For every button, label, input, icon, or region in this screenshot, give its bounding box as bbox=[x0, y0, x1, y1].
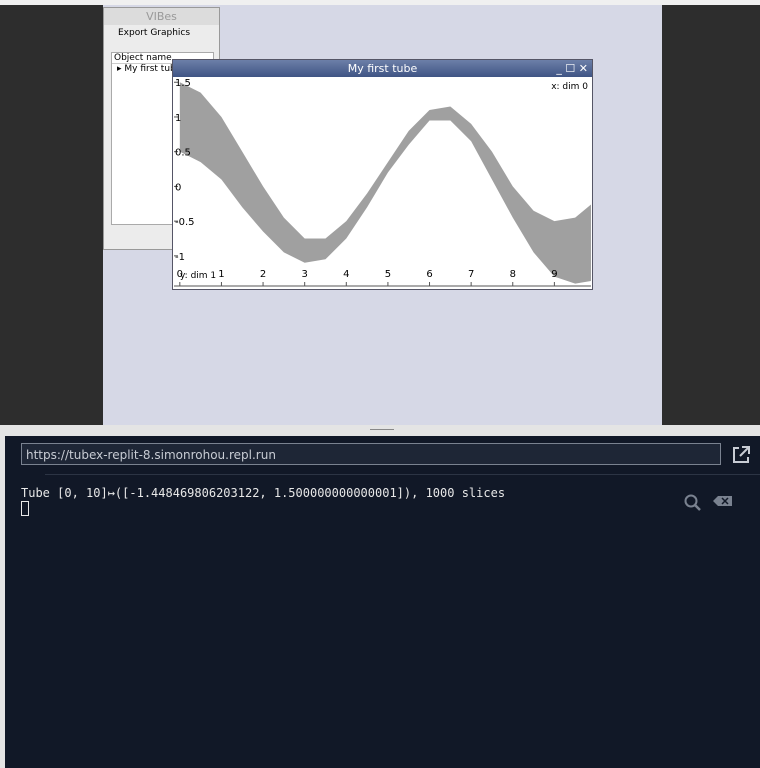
tube bbox=[179, 82, 591, 284]
x-tick-label: 2 bbox=[260, 269, 266, 280]
vibes-title: VIBes bbox=[146, 10, 177, 23]
x-tick-label: 8 bbox=[510, 269, 516, 280]
y-tick-label: -1 bbox=[175, 252, 185, 263]
x-tick-label: 7 bbox=[468, 269, 474, 280]
cursor bbox=[21, 501, 29, 516]
open-external-icon[interactable] bbox=[731, 445, 751, 465]
x-tick-label: 3 bbox=[301, 269, 307, 280]
search-icon[interactable] bbox=[683, 493, 703, 513]
y-label: y: dim 1 bbox=[180, 271, 216, 281]
x-tick-label: 1 bbox=[218, 269, 224, 280]
x-tick-label: 0 bbox=[177, 269, 183, 280]
url-bar[interactable]: https://tubex-replit-8.simonrohou.repl.r… bbox=[21, 443, 721, 465]
list-item[interactable]: ▸ My first tube bbox=[117, 64, 182, 74]
y-tick-label: 1.5 bbox=[175, 78, 191, 89]
x-label: x: dim 0 bbox=[551, 82, 588, 92]
top-strip bbox=[0, 0, 760, 5]
plot-window: My first tube _ ☐ ✕ x: dim 0 y: dim 1 0 1 2… bbox=[172, 59, 593, 290]
x-tick-label: 4 bbox=[343, 269, 349, 280]
x-tick-label: 6 bbox=[426, 269, 432, 280]
clear-icon[interactable] bbox=[712, 494, 734, 510]
vibes-titlebar: VIBes bbox=[104, 8, 219, 25]
y-tick-label: 0 bbox=[175, 182, 181, 193]
x-tick-label: 5 bbox=[385, 269, 391, 280]
y-tick-label: -0.5 bbox=[175, 217, 195, 228]
plot-titlebar: My first tube _ ☐ ✕ bbox=[173, 60, 592, 77]
plot-title: My first tube bbox=[347, 62, 418, 75]
plot-area: x: dim 0 y: dim 1 0 1 2 3 4 5 6 7 8 9 1.5 1 0.5 0 -0.5… bbox=[174, 78, 591, 287]
left-strip bbox=[0, 436, 5, 768]
divider[interactable] bbox=[0, 425, 760, 436]
x-tick-label: 9 bbox=[551, 269, 557, 280]
y-tick-label: 0.5 bbox=[175, 148, 191, 159]
list-header: Object name bbox=[112, 53, 213, 64]
item-label: My first tube bbox=[124, 64, 182, 74]
y-tick-label: 1 bbox=[175, 113, 181, 124]
window-buttons[interactable]: _ ☐ ✕ bbox=[556, 62, 588, 75]
separator bbox=[45, 474, 760, 475]
menu-export[interactable]: Export Graphics bbox=[118, 28, 191, 38]
console: https://tubex-replit-8.simonrohou.repl.r… bbox=[5, 436, 760, 768]
console-output: Tube [0, 10]↦([-1.448469806203122, 1.500… bbox=[21, 486, 506, 500]
